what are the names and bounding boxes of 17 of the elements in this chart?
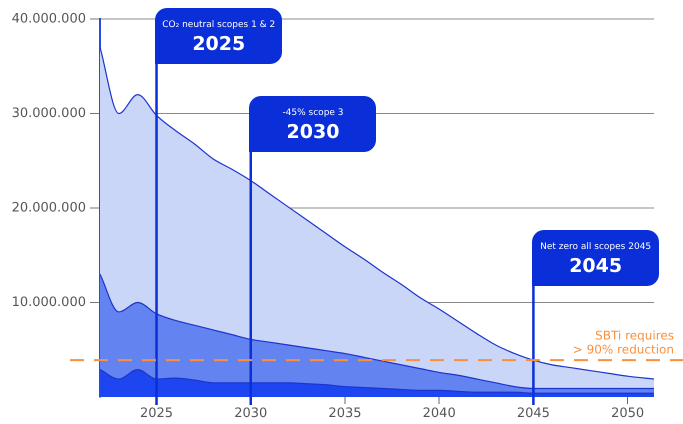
x-tick-label: 2040 <box>422 406 456 422</box>
y-tick-label: 10.000.000 <box>12 294 86 310</box>
x-tick-label: 2045 <box>516 406 550 422</box>
x-tick-label: 2050 <box>611 406 644 422</box>
y-tick-label: 20.000.000 <box>12 200 86 216</box>
ref-line-label: SBTi requires > 90% reduction <box>572 328 674 356</box>
y-tick-label: 30.000.000 <box>12 106 86 121</box>
x-tick-label: 2025 <box>140 406 174 422</box>
callout-box: Net zero all scopes 2045 2045 <box>532 230 660 286</box>
ref-line-label: CO₂ neutral scopes 1 & 2 2025 <box>161 19 276 56</box>
callout-box: -45% scope 3 2030 <box>249 96 376 152</box>
callout-box: CO₂ neutral scopes 1 & 2 2025 <box>155 8 282 64</box>
x-tick-label: 2030 <box>234 406 268 422</box>
ref-line-label: -45% scope 3 2030 <box>281 107 345 144</box>
x-tick-label: 2035 <box>328 406 362 422</box>
y-tick-label: 40.000.000 <box>12 11 86 26</box>
ref-line-label: Net zero all scopes 2045 2045 <box>539 241 652 278</box>
